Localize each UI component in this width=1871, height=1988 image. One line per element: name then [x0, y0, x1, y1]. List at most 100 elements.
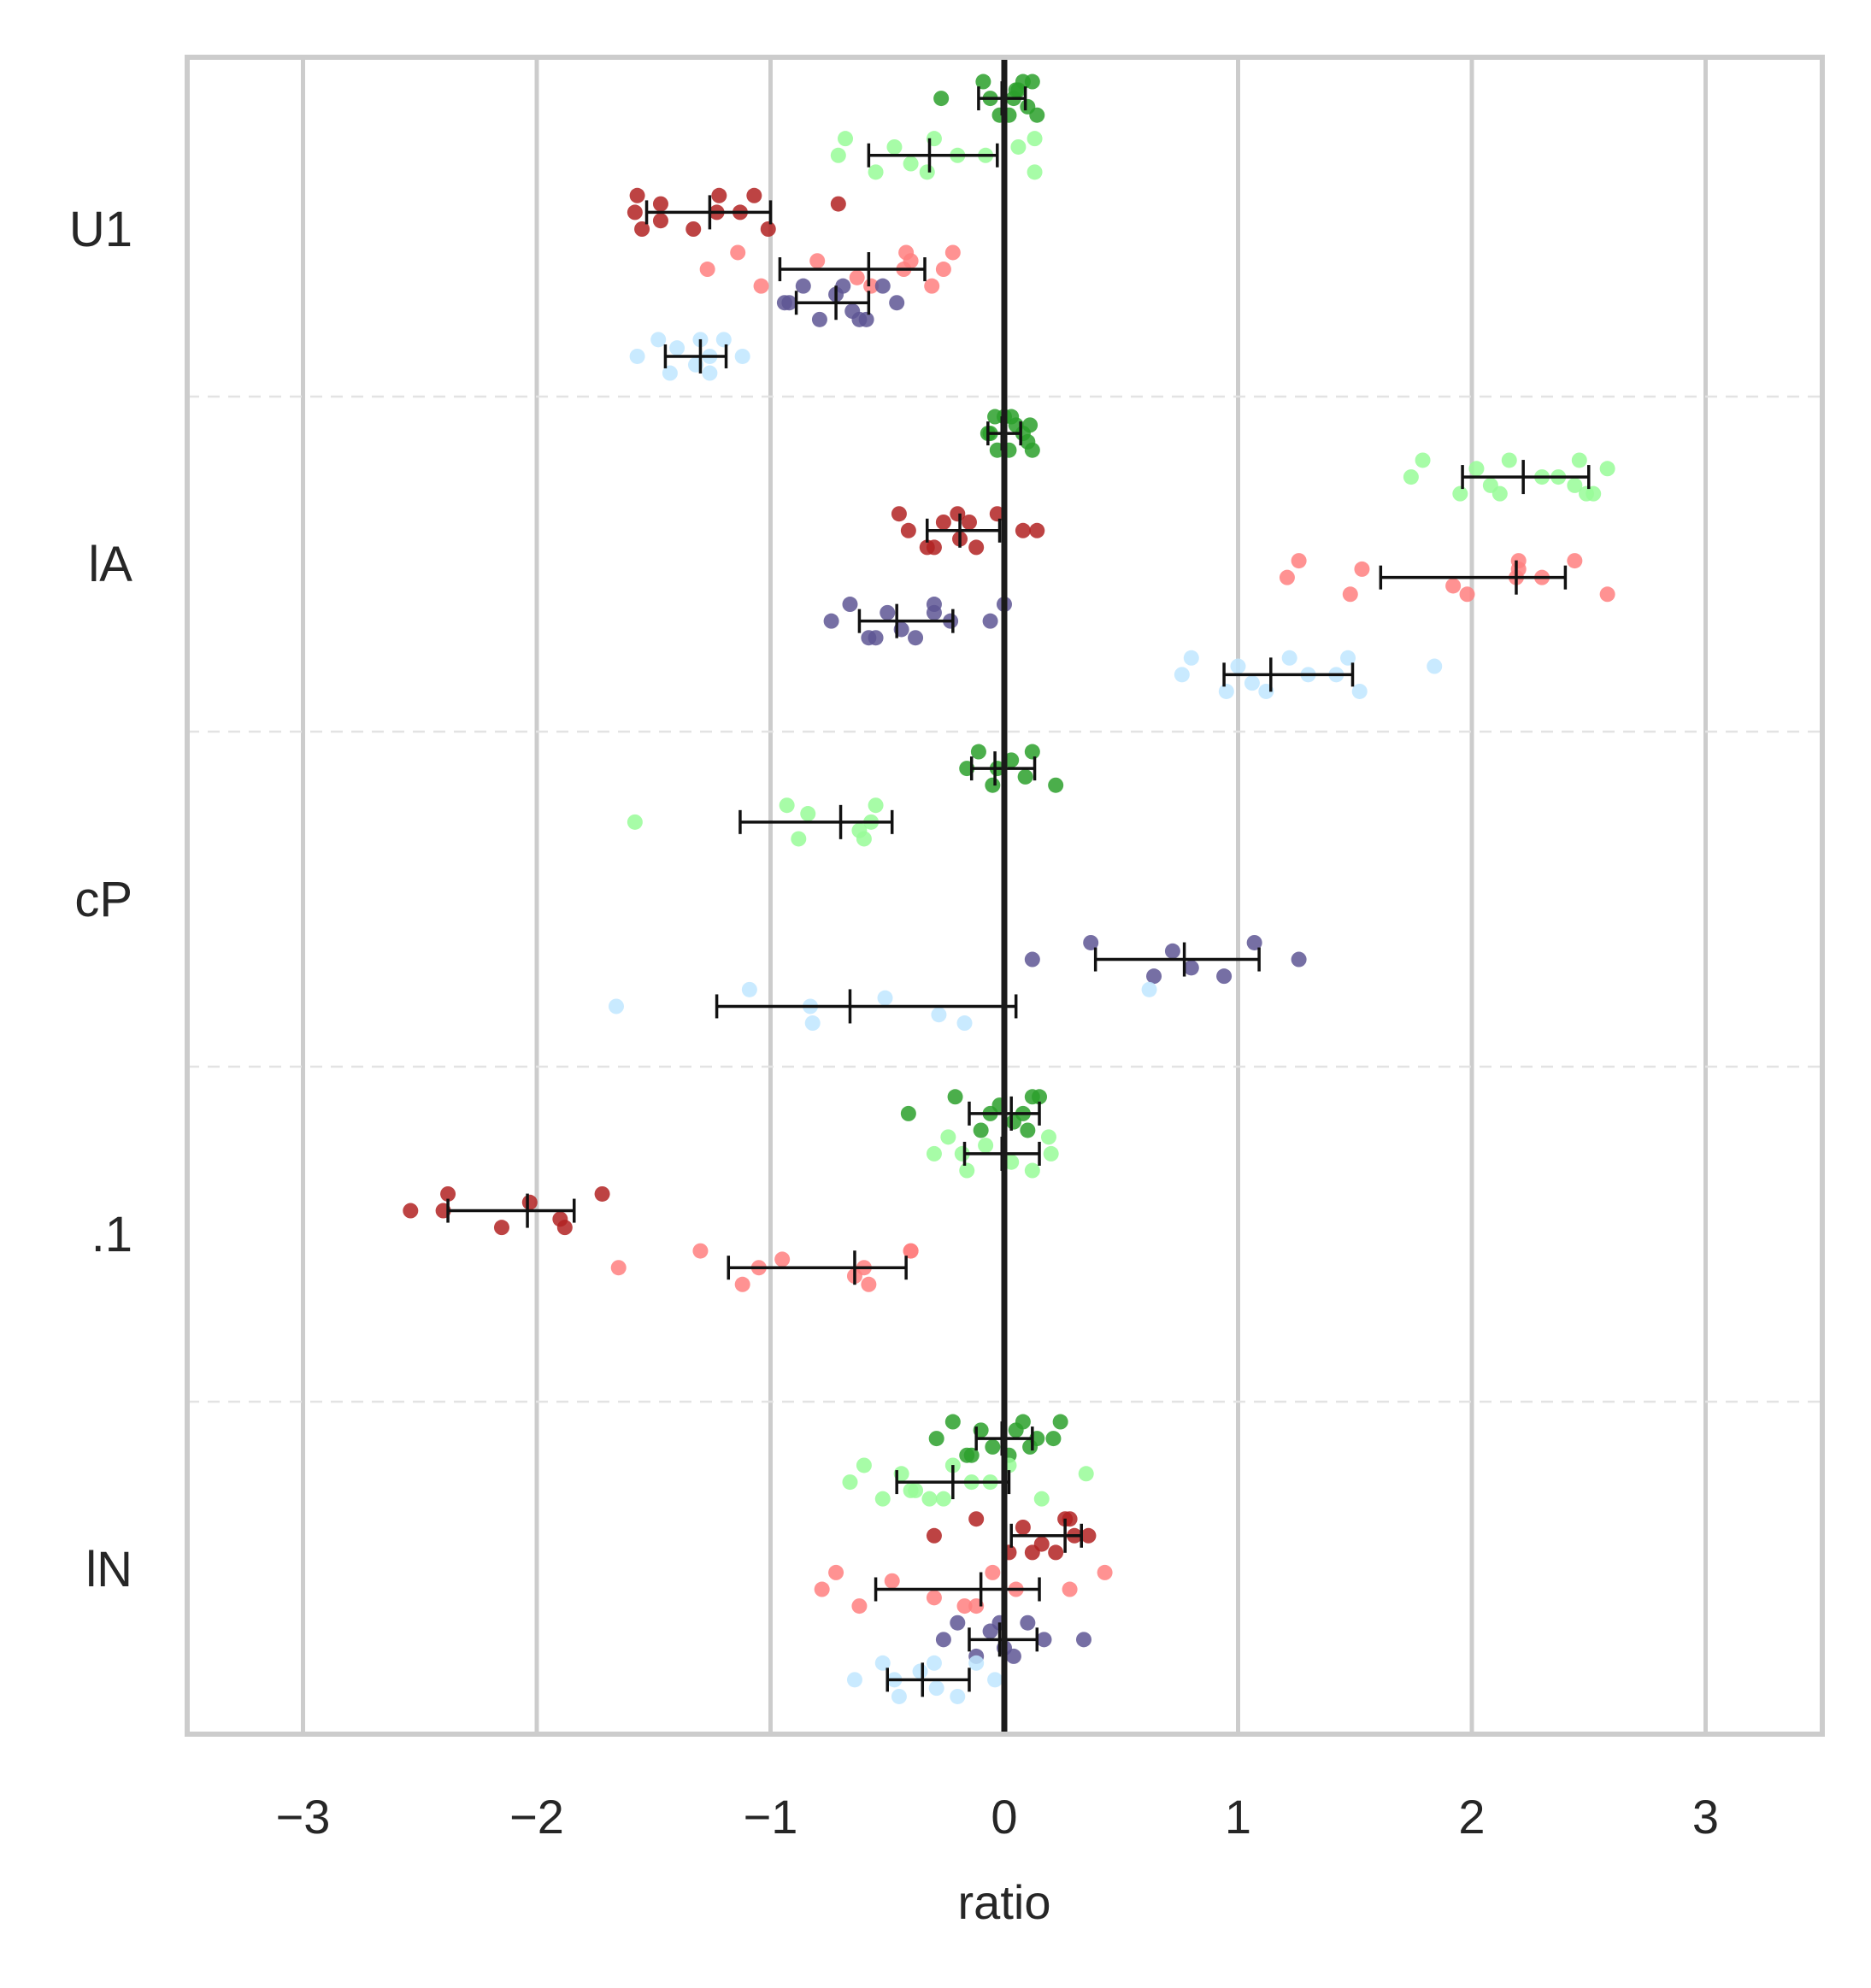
data-point-light_blue	[1340, 650, 1356, 666]
data-point-green	[933, 91, 950, 107]
data-point-light_green	[1501, 452, 1517, 468]
data-point-dark_red	[652, 213, 668, 229]
x-tick-label: 0	[991, 1790, 1017, 1844]
plot-frame	[185, 55, 1825, 1737]
data-point-light_blue	[1230, 658, 1246, 674]
data-point-green	[1022, 1438, 1038, 1455]
data-point-purple	[781, 295, 797, 311]
x-tick-label: −2	[509, 1790, 564, 1844]
data-point-light_green	[1043, 1145, 1059, 1162]
data-point-purple	[880, 604, 896, 621]
data-point-green	[1008, 82, 1024, 98]
data-point-dark_red	[685, 221, 702, 237]
data-point-light_blue	[931, 1007, 947, 1023]
data-point-light_blue	[968, 1655, 985, 1671]
data-point-green	[985, 777, 1001, 793]
data-point-purple	[1020, 1615, 1036, 1631]
data-point-dark_red	[900, 522, 916, 538]
data-point-light_green	[1468, 461, 1485, 477]
data-point-pink	[730, 244, 746, 261]
data-point-dark_red	[634, 221, 650, 237]
data-point-pink	[926, 1590, 942, 1606]
category-label: cP	[74, 872, 132, 927]
data-point-pink	[935, 262, 951, 278]
data-point-light_green	[1010, 138, 1027, 155]
data-point-pink	[1459, 586, 1475, 603]
data-point-dark_red	[1029, 522, 1045, 538]
data-point-light_green	[1078, 1466, 1094, 1482]
x-tick-label: −1	[744, 1790, 798, 1844]
data-point-purple	[950, 1615, 966, 1631]
data-point-pink	[1279, 569, 1295, 585]
data-point-pink	[956, 1598, 973, 1615]
data-point-light_green	[903, 156, 919, 172]
data-point-green	[975, 74, 991, 90]
data-point-light_blue	[912, 1663, 928, 1679]
data-point-green	[963, 1447, 980, 1463]
data-point-light_green	[791, 831, 807, 847]
data-point-purple	[795, 278, 811, 294]
data-point-purple	[935, 1632, 951, 1648]
data-point-purple	[889, 295, 905, 311]
data-point-light_green	[1024, 1162, 1040, 1179]
data-point-light_blue	[1141, 981, 1157, 997]
data-point-green	[1029, 107, 1045, 123]
data-point-dark_red	[1024, 1544, 1040, 1561]
data-point-dark_red	[760, 221, 776, 237]
data-point-green	[928, 1431, 944, 1447]
data-point-light_blue	[629, 348, 645, 364]
data-point-purple	[1075, 1632, 1091, 1648]
data-point-light_blue	[956, 1015, 973, 1032]
data-point-light_blue	[734, 348, 750, 364]
data-point-green	[1052, 1414, 1068, 1430]
data-point-light_blue	[1174, 667, 1190, 683]
data-point-light_green	[842, 1474, 858, 1491]
data-point-green	[1003, 752, 1020, 768]
data-point-green	[973, 1122, 989, 1138]
data-point-pink	[924, 278, 940, 294]
data-point-green	[1024, 1089, 1040, 1105]
data-point-light_green	[856, 1457, 872, 1473]
category-label: lN	[85, 1542, 132, 1597]
data-point-light_blue	[650, 332, 667, 348]
data-point-green	[1022, 417, 1038, 433]
data-point-pink	[903, 253, 919, 269]
data-point-light_green	[1452, 485, 1468, 502]
data-point-dark_red	[968, 539, 985, 556]
data-point-light_blue	[874, 1655, 891, 1671]
data-point-purple	[908, 630, 924, 646]
data-point-light_green	[1492, 485, 1508, 502]
data-point-green	[985, 1438, 1001, 1455]
category-label: .1	[91, 1207, 132, 1262]
data-point-dark_red	[968, 1511, 985, 1527]
data-point-purple	[1146, 968, 1162, 985]
data-point-light_blue	[1427, 658, 1443, 674]
data-point-light_green	[856, 831, 872, 847]
data-point-pink	[1354, 561, 1370, 577]
data-point-light_green	[868, 164, 884, 180]
data-point-purple	[1005, 1648, 1021, 1664]
data-point-pink	[699, 262, 715, 278]
x-tick-labels: −3 −2 −1 0 1 2 3	[276, 1790, 1720, 1844]
data-point-dark_red	[926, 539, 942, 556]
data-point-purple	[1024, 951, 1040, 968]
data-point-pink	[753, 278, 769, 294]
data-point-light_blue	[702, 365, 718, 381]
data-point-light_green	[1027, 131, 1043, 147]
data-point-pink	[903, 1243, 919, 1259]
data-point-green	[1045, 1431, 1062, 1447]
data-point-dark_red	[493, 1220, 509, 1236]
data-point-purple	[1216, 968, 1233, 985]
data-point-pink	[1445, 578, 1462, 594]
data-point-dark_red	[594, 1185, 610, 1202]
data-point-light_green	[935, 1491, 951, 1507]
data-point-purple	[868, 630, 884, 646]
data-point-green	[947, 1089, 963, 1105]
data-point-light_blue	[1218, 683, 1234, 699]
data-point-light_blue	[741, 981, 757, 997]
data-point-light_blue	[1183, 650, 1199, 666]
data-point-light_blue	[928, 1680, 944, 1697]
data-point-light_green	[1040, 1129, 1056, 1145]
